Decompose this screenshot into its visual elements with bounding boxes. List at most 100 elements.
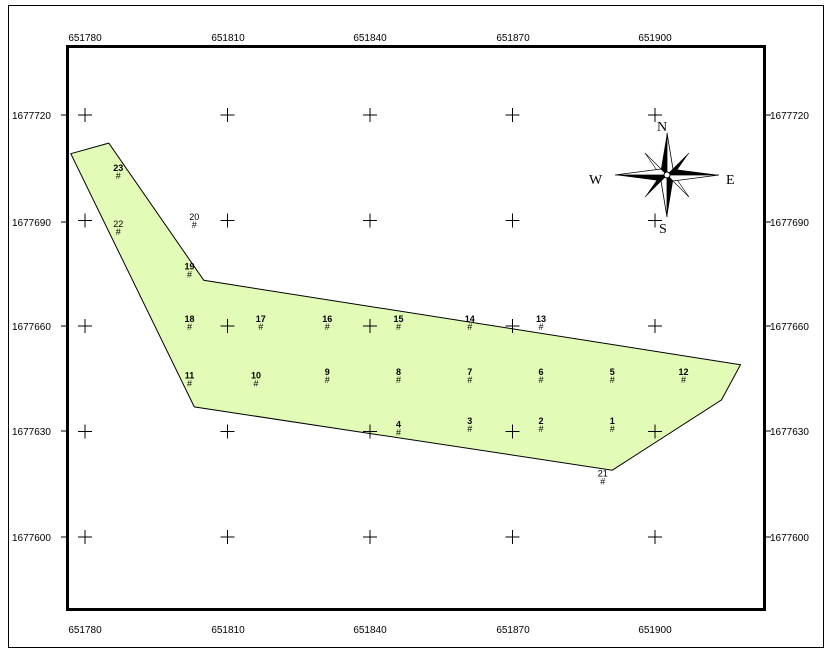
grid-cross-icon [220, 424, 235, 439]
point-marker-icon: # [325, 375, 330, 385]
x-tick-top-5: 651900 [638, 33, 672, 44]
grid-cross-icon [363, 213, 377, 228]
point-marker-icon: # [187, 322, 192, 332]
compass-star-icon [614, 132, 720, 218]
point-label: 1 [610, 416, 615, 426]
point-marker-icon: # [538, 375, 543, 385]
point-label: 8 [396, 367, 401, 377]
sample-point-11: #11 [185, 370, 195, 388]
sample-point-12: #12 [678, 367, 688, 385]
sample-point-22: #22 [113, 219, 123, 237]
point-label: 6 [538, 367, 543, 377]
point-marker-icon: # [467, 322, 472, 332]
point-label: 3 [467, 416, 472, 426]
point-marker-icon: # [116, 227, 121, 237]
point-marker-icon: # [187, 269, 192, 279]
axis-labels: 651780 651810 651840 651870 651900 65178… [12, 33, 809, 636]
point-marker-icon: # [538, 424, 543, 434]
point-marker-icon: # [116, 171, 121, 181]
point-marker-icon: # [610, 375, 615, 385]
grid-cross-icon [648, 530, 662, 544]
grid-cross-icon [220, 108, 235, 122]
sample-point-6: #6 [538, 367, 543, 385]
grid-cross-icon [363, 424, 377, 439]
x-tick-top-2: 651810 [211, 33, 245, 44]
grid-cross-icon [220, 530, 235, 544]
x-tick-bottom-5: 651900 [638, 625, 672, 636]
y-tick-left-5: 1677600 [12, 533, 51, 544]
x-tick-top-4: 651870 [496, 33, 530, 44]
grid-cross-icon [648, 319, 662, 333]
sample-point-13: #13 [536, 314, 546, 332]
grid-cross-icon [363, 319, 377, 333]
point-label: 14 [465, 314, 475, 324]
grid-cross-icon [505, 319, 520, 333]
sample-point-2: #2 [538, 416, 543, 434]
grid-crosses [61, 108, 771, 544]
y-tick-left-2: 1677690 [12, 218, 51, 229]
point-label: 17 [256, 314, 266, 324]
grid-cross-icon [220, 319, 235, 333]
point-marker-icon: # [396, 375, 401, 385]
compass-rose: N S E W [589, 120, 735, 237]
point-label: 22 [113, 219, 123, 229]
point-marker-icon: # [538, 322, 543, 332]
site-boundary [70, 142, 742, 471]
point-label: 12 [678, 367, 688, 377]
x-tick-bottom-4: 651870 [496, 625, 530, 636]
map-frame [66, 45, 766, 611]
point-label: 2 [538, 416, 543, 426]
sample-point-15: #15 [393, 314, 403, 332]
y-tick-left-3: 1677660 [12, 322, 51, 333]
point-label: 15 [393, 314, 403, 324]
point-marker-icon: # [467, 375, 472, 385]
x-tick-bottom-2: 651810 [211, 625, 245, 636]
point-label: 18 [184, 314, 194, 324]
point-label: 20 [189, 212, 199, 222]
sample-point-21: #21 [598, 469, 608, 487]
point-marker-icon: # [396, 322, 401, 332]
point-label: 13 [536, 314, 546, 324]
sample-point-3: #3 [467, 416, 472, 434]
x-tick-top-3: 651840 [353, 33, 387, 44]
point-label: 5 [610, 367, 615, 377]
sample-point-5: #5 [610, 367, 615, 385]
sample-point-7: #7 [467, 367, 472, 385]
y-tick-right-2: 1677690 [770, 218, 809, 229]
grid-cross-icon [648, 213, 662, 228]
compass-east-label: E [726, 173, 735, 188]
sample-point-18: #18 [184, 314, 194, 332]
point-label: 21 [598, 469, 608, 479]
point-marker-icon: # [325, 322, 330, 332]
grid-cross-icon [648, 108, 662, 122]
sample-point-9: #9 [325, 367, 330, 385]
point-marker-icon: # [681, 375, 686, 385]
grid-cross-icon [363, 530, 377, 544]
grid-cross-icon [363, 108, 377, 122]
point-label: 19 [184, 261, 194, 271]
outer-border [8, 5, 824, 648]
point-label: 7 [467, 367, 472, 377]
point-marker-icon: # [600, 477, 605, 487]
grid-cross-icon [505, 213, 520, 228]
y-tick-right-4: 1677630 [770, 427, 809, 438]
grid-cross-icon [78, 319, 92, 333]
y-tick-right-1: 1677720 [770, 111, 809, 122]
point-marker-icon: # [192, 220, 197, 230]
grid-cross-icon [648, 424, 662, 439]
y-tick-right-5: 1677600 [770, 533, 809, 544]
y-tick-left-4: 1677630 [12, 427, 51, 438]
grid-cross-icon [78, 213, 92, 228]
sample-point-19: #19 [184, 261, 194, 279]
y-tick-right-3: 1677660 [770, 322, 809, 333]
point-label: 10 [251, 370, 261, 380]
point-marker-icon: # [187, 378, 192, 388]
grid-cross-icon [78, 530, 92, 544]
x-tick-bottom-1: 651780 [68, 625, 102, 636]
point-label: 23 [113, 163, 123, 173]
point-marker-icon: # [610, 424, 615, 434]
point-marker-icon: # [467, 424, 472, 434]
grid-cross-icon [78, 424, 92, 439]
sample-point-20: #20 [189, 212, 199, 230]
